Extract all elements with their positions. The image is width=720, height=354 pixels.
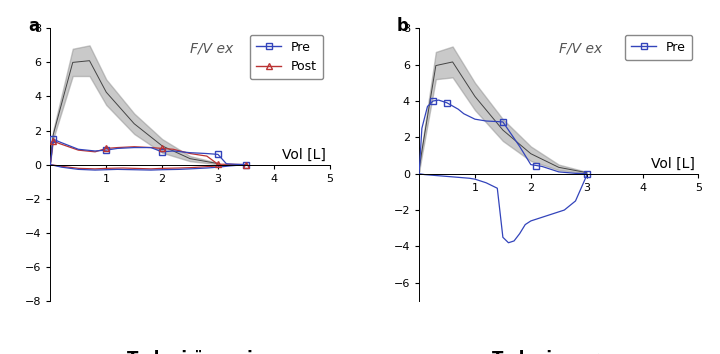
Text: Vol [L]: Vol [L]	[651, 156, 695, 170]
Legend: Pre: Pre	[625, 35, 692, 60]
Text: Tedavi sonrası: Tedavi sonrası	[492, 350, 626, 354]
Text: a: a	[28, 17, 39, 35]
Text: b: b	[397, 17, 409, 35]
Text: Vol [L]: Vol [L]	[282, 148, 326, 161]
Legend: Pre, Post: Pre, Post	[250, 35, 323, 79]
Text: Tedavi öncesi: Tedavi öncesi	[127, 350, 253, 354]
Text: F/V ex: F/V ex	[559, 42, 602, 56]
Text: F/V ex: F/V ex	[190, 42, 233, 56]
